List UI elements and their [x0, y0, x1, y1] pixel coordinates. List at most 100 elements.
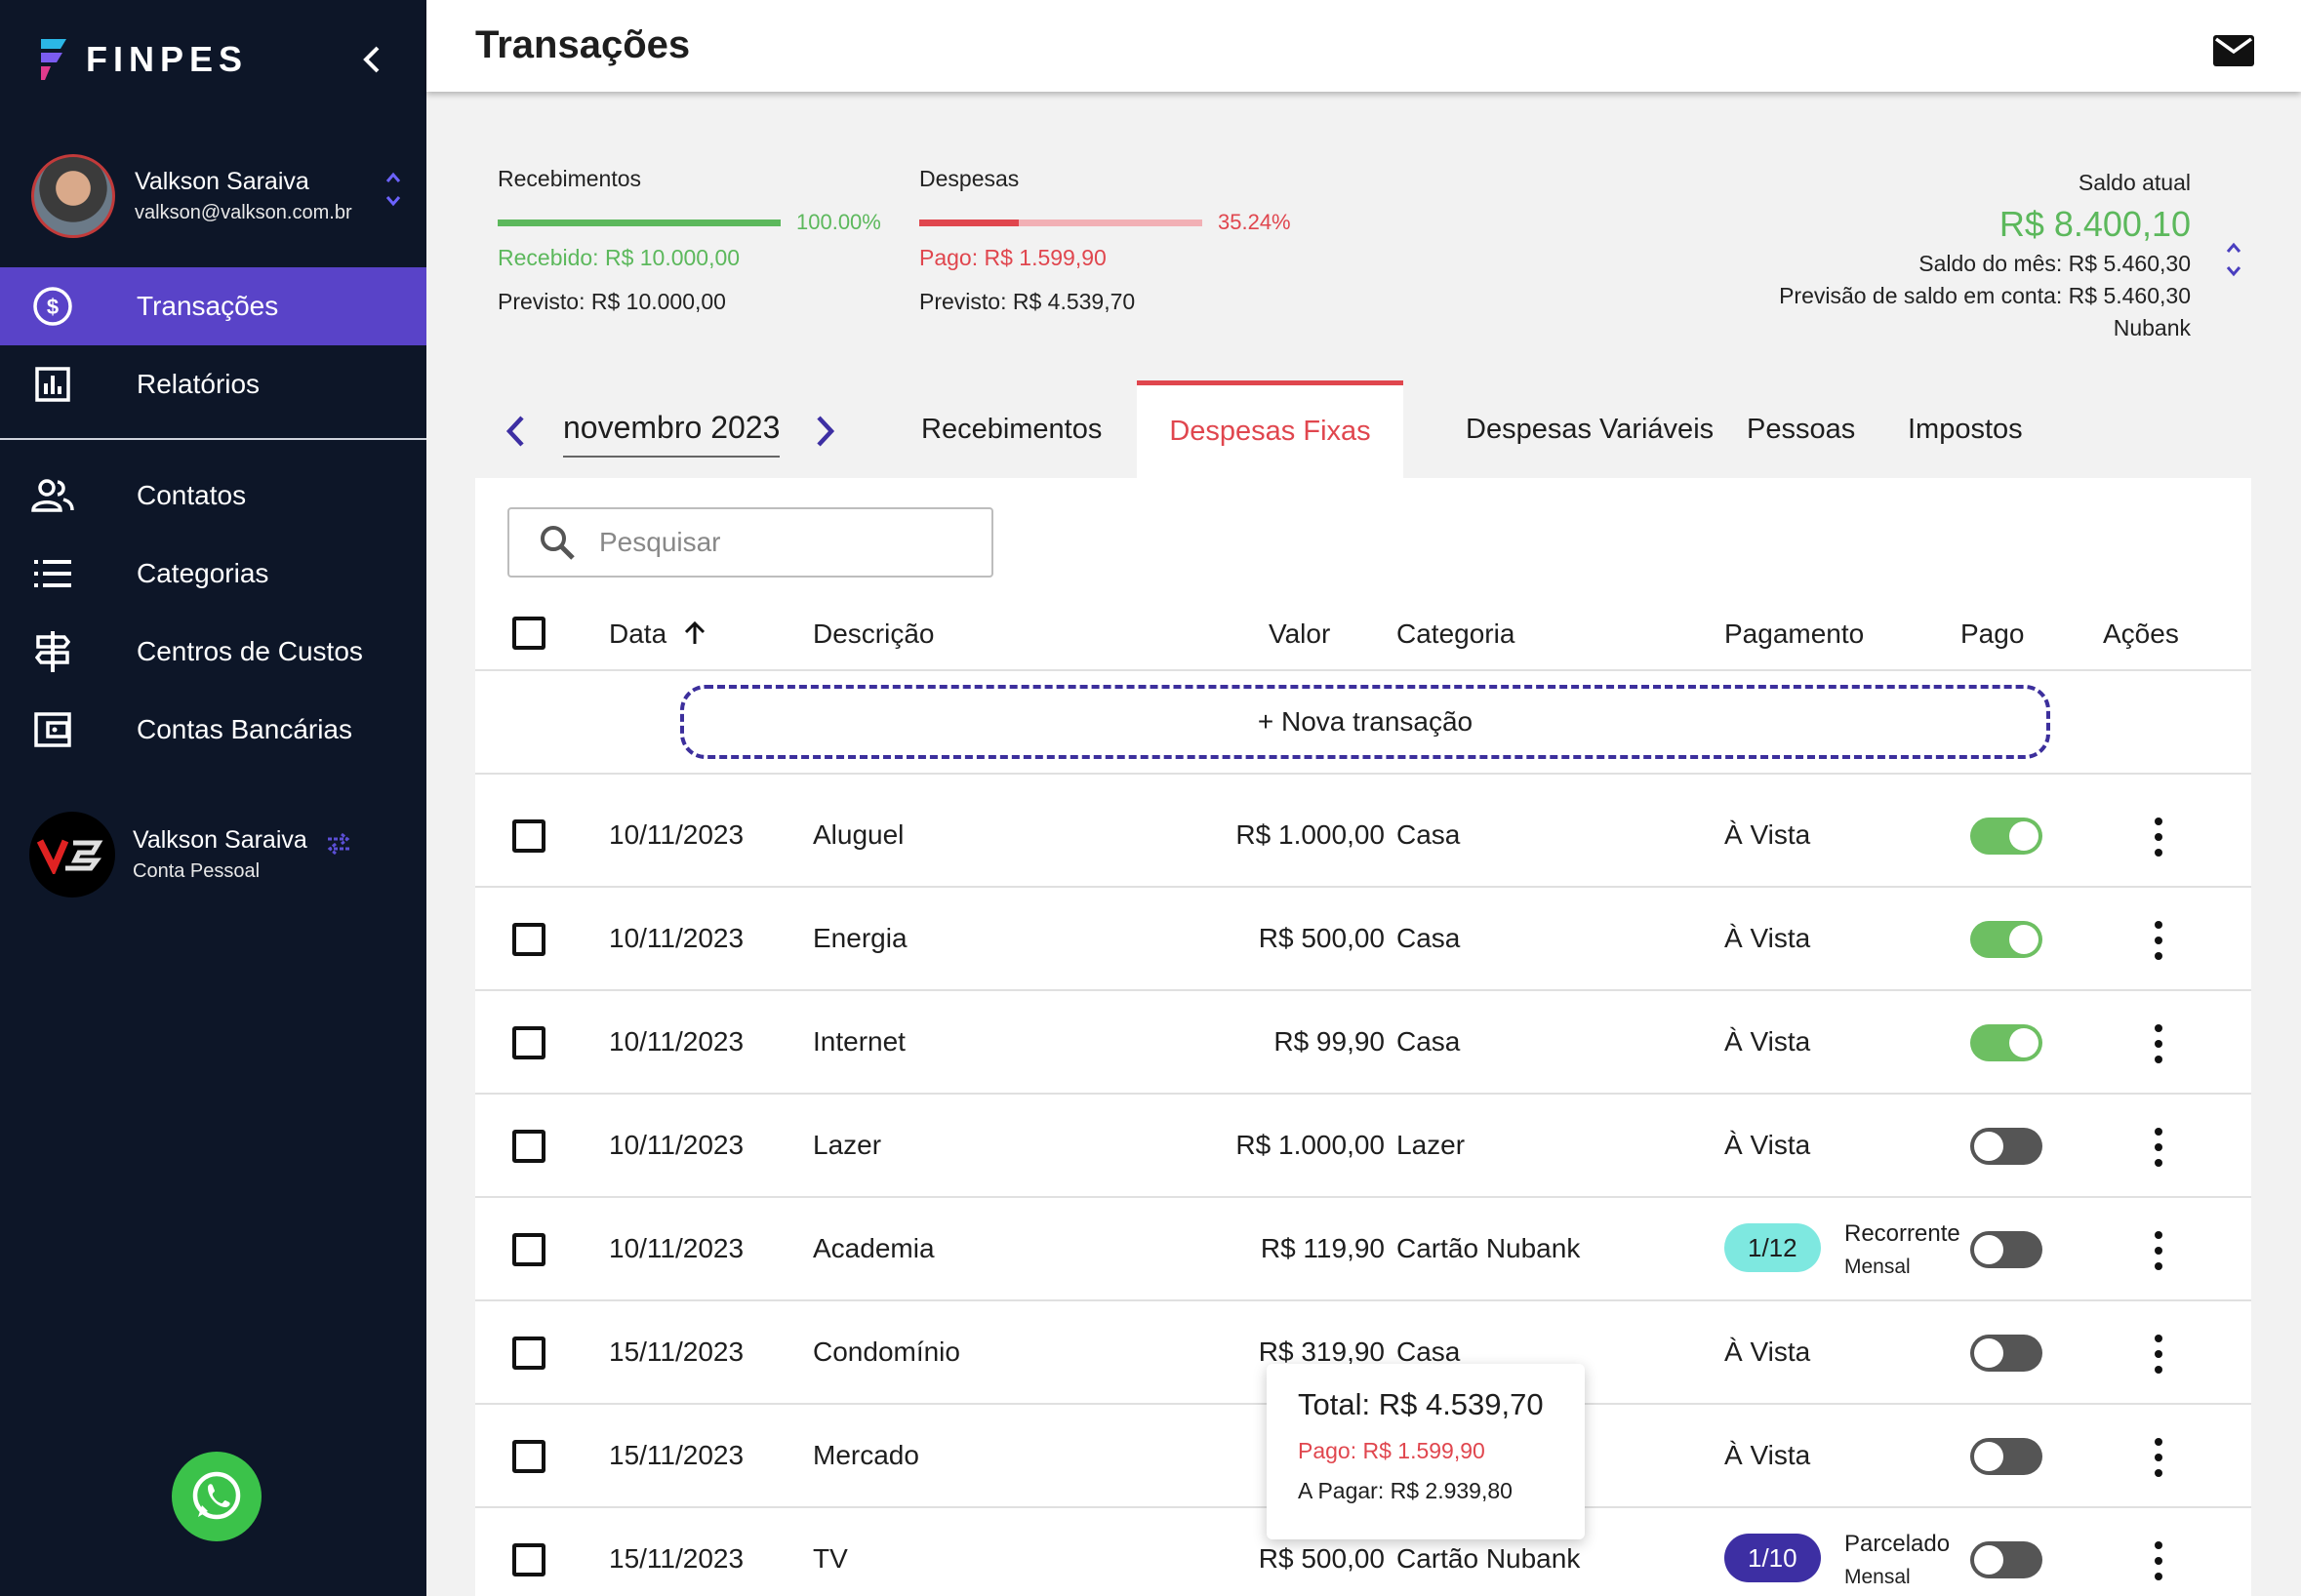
- tooltip-a-pagar: A Pagar: R$ 2.939,80: [1298, 1478, 1513, 1503]
- more-vert-icon[interactable]: [2154, 1231, 2163, 1270]
- sidebar: FINPES Valkson Saraiva valkson@valkson.c…: [0, 0, 426, 1596]
- sidebar-item-label: Relatórios: [137, 369, 261, 399]
- mail-icon[interactable]: [2213, 35, 2254, 71]
- col-descricao[interactable]: Descrição: [813, 618, 935, 649]
- row-checkbox[interactable]: [512, 1026, 545, 1059]
- recebimentos-label: Recebimentos: [498, 166, 642, 191]
- list-icon: [31, 552, 74, 595]
- col-valor[interactable]: Valor: [1269, 618, 1331, 649]
- table-row[interactable]: 10/11/2023 Internet R$ 99,90 Casa À Vista: [475, 991, 2251, 1095]
- paid-toggle[interactable]: [1970, 1335, 2042, 1372]
- signpost-icon: [31, 630, 74, 673]
- table-row[interactable]: 10/11/2023 Academia R$ 119,90 Cartão Nubank…: [475, 1198, 2251, 1301]
- col-data[interactable]: Data: [609, 618, 707, 650]
- table-row[interactable]: 15/11/2023 Condomínio R$ 319,90 Casa À Vista: [475, 1301, 2251, 1405]
- saldo-summary: Saldo atual R$ 8.400,10 Saldo do mês: R$…: [1779, 170, 2191, 341]
- table-row[interactable]: 10/11/2023 Energia R$ 500,00 Casa À Vista: [475, 888, 2251, 991]
- paid-toggle[interactable]: [1970, 1128, 2042, 1165]
- row-pagamento: À Vista: [1724, 1337, 1811, 1367]
- col-data-label: Data: [609, 618, 667, 649]
- row-descricao: Academia: [813, 1233, 935, 1263]
- summary-panel: Recebimentos 100.00% Recebido: R$ 10.000…: [426, 92, 2301, 384]
- paid-toggle[interactable]: [1970, 1231, 2042, 1268]
- search-box[interactable]: [507, 507, 993, 578]
- row-descricao: Mercado: [813, 1440, 919, 1470]
- tab-pessoas[interactable]: Pessoas: [1747, 413, 1856, 445]
- more-vert-icon[interactable]: [2154, 921, 2163, 960]
- row-checkbox[interactable]: [512, 1337, 545, 1370]
- sidebar-item-label: Contatos: [137, 480, 247, 510]
- row-checkbox[interactable]: [512, 1440, 545, 1473]
- table-row[interactable]: 15/11/2023 TV R$ 500,00 Cartão Nubank 1/10 Pa…: [475, 1508, 2251, 1596]
- row-pagamento: À Vista: [1724, 923, 1811, 953]
- month-label[interactable]: novembro 2023: [563, 410, 781, 458]
- svg-text:$: $: [47, 295, 59, 319]
- user-profile[interactable]: Valkson Saraiva valkson@valkson.com.br: [31, 154, 412, 238]
- row-descricao: Condomínio: [813, 1337, 960, 1367]
- paid-toggle[interactable]: [1970, 1541, 2042, 1578]
- whatsapp-button[interactable]: [172, 1452, 262, 1541]
- row-descricao: Lazer: [813, 1130, 882, 1160]
- row-checkbox[interactable]: [512, 819, 545, 853]
- expand-user-icon[interactable]: [384, 170, 402, 211]
- sidebar-item-contatos[interactable]: Contatos: [0, 457, 426, 535]
- col-categoria[interactable]: Categoria: [1396, 618, 1515, 649]
- row-categoria: Cartão Nubank: [1396, 1543, 1581, 1574]
- next-month-icon[interactable]: [815, 414, 836, 454]
- row-checkbox[interactable]: [512, 923, 545, 956]
- prev-month-icon[interactable]: [505, 414, 526, 454]
- paid-toggle[interactable]: [1970, 1438, 2042, 1475]
- paid-toggle[interactable]: [1970, 818, 2042, 855]
- tab-recebimentos[interactable]: Recebimentos: [921, 413, 1103, 445]
- more-vert-icon[interactable]: [2154, 818, 2163, 857]
- col-pagamento[interactable]: Pagamento: [1724, 618, 1865, 649]
- more-vert-icon[interactable]: [2154, 1024, 2163, 1063]
- account-selector[interactable]: Valkson Saraiva Conta Pessoal: [29, 812, 350, 898]
- saldo-label: Saldo atual: [2078, 170, 2191, 195]
- more-vert-icon[interactable]: [2154, 1541, 2163, 1580]
- paid-toggle[interactable]: [1970, 921, 2042, 958]
- collapse-sidebar-button[interactable]: [355, 43, 388, 76]
- row-checkbox[interactable]: [512, 1233, 545, 1266]
- row-pagamento: À Vista: [1724, 819, 1811, 850]
- table-row[interactable]: 10/11/2023 Lazer R$ 1.000,00 Lazer À Vista: [475, 1095, 2251, 1198]
- col-pago[interactable]: Pago: [1960, 618, 2025, 649]
- brand-logo[interactable]: FINPES: [39, 37, 248, 82]
- sidebar-item-transacoes[interactable]: $ Transações: [0, 267, 426, 345]
- saldo-value: R$ 8.400,10: [1998, 204, 2191, 244]
- row-checkbox[interactable]: [512, 1543, 545, 1576]
- saldo-conta: Nubank: [2113, 315, 2191, 340]
- paid-toggle[interactable]: [1970, 1024, 2042, 1061]
- tab-despesas-fixas[interactable]: Despesas Fixas: [1137, 380, 1403, 478]
- finpes-logo-icon: [41, 39, 66, 80]
- more-vert-icon[interactable]: [2154, 1438, 2163, 1477]
- row-valor: R$ 500,00: [1258, 923, 1385, 953]
- people-icon: [31, 474, 74, 517]
- row-categoria: Casa: [1396, 819, 1461, 850]
- tab-impostos[interactable]: Impostos: [1908, 413, 2023, 445]
- table-row[interactable]: 10/11/2023 Aluguel R$ 1.000,00 Casa À Vista: [475, 784, 2251, 888]
- sidebar-item-centros-de-custos[interactable]: Centros de Custos: [0, 613, 426, 691]
- new-transaction-button[interactable]: + Nova transação: [680, 685, 2050, 759]
- top-header: Transações: [426, 0, 2301, 92]
- expand-saldo-icon[interactable]: [2225, 240, 2242, 281]
- tab-despesas-variaveis[interactable]: Despesas Variáveis: [1466, 413, 1715, 445]
- sidebar-item-contas-bancarias[interactable]: Contas Bancárias: [0, 691, 426, 769]
- sidebar-item-label: Transações: [137, 291, 279, 321]
- payment-type-label: Parcelado: [1844, 1531, 1951, 1557]
- more-vert-icon[interactable]: [2154, 1128, 2163, 1167]
- sidebar-item-categorias[interactable]: Categorias: [0, 535, 426, 613]
- row-checkbox[interactable]: [512, 1130, 545, 1163]
- sidebar-item-label: Centros de Custos: [137, 636, 363, 666]
- row-data: 15/11/2023: [609, 1440, 745, 1470]
- select-all-checkbox[interactable]: [512, 617, 545, 650]
- sidebar-item-relatorios[interactable]: Relatórios: [0, 345, 426, 423]
- search-input[interactable]: [599, 527, 970, 558]
- dollar-circle-icon: $: [31, 285, 74, 328]
- more-vert-icon[interactable]: [2154, 1335, 2163, 1374]
- swap-account-icon[interactable]: [324, 831, 353, 861]
- row-categoria: Casa: [1396, 923, 1461, 953]
- secondary-nav: Contatos Categorias Centros de Custos Co…: [0, 457, 426, 769]
- installment-badge: 1/10: [1724, 1534, 1821, 1582]
- row-data: 15/11/2023: [609, 1337, 745, 1367]
